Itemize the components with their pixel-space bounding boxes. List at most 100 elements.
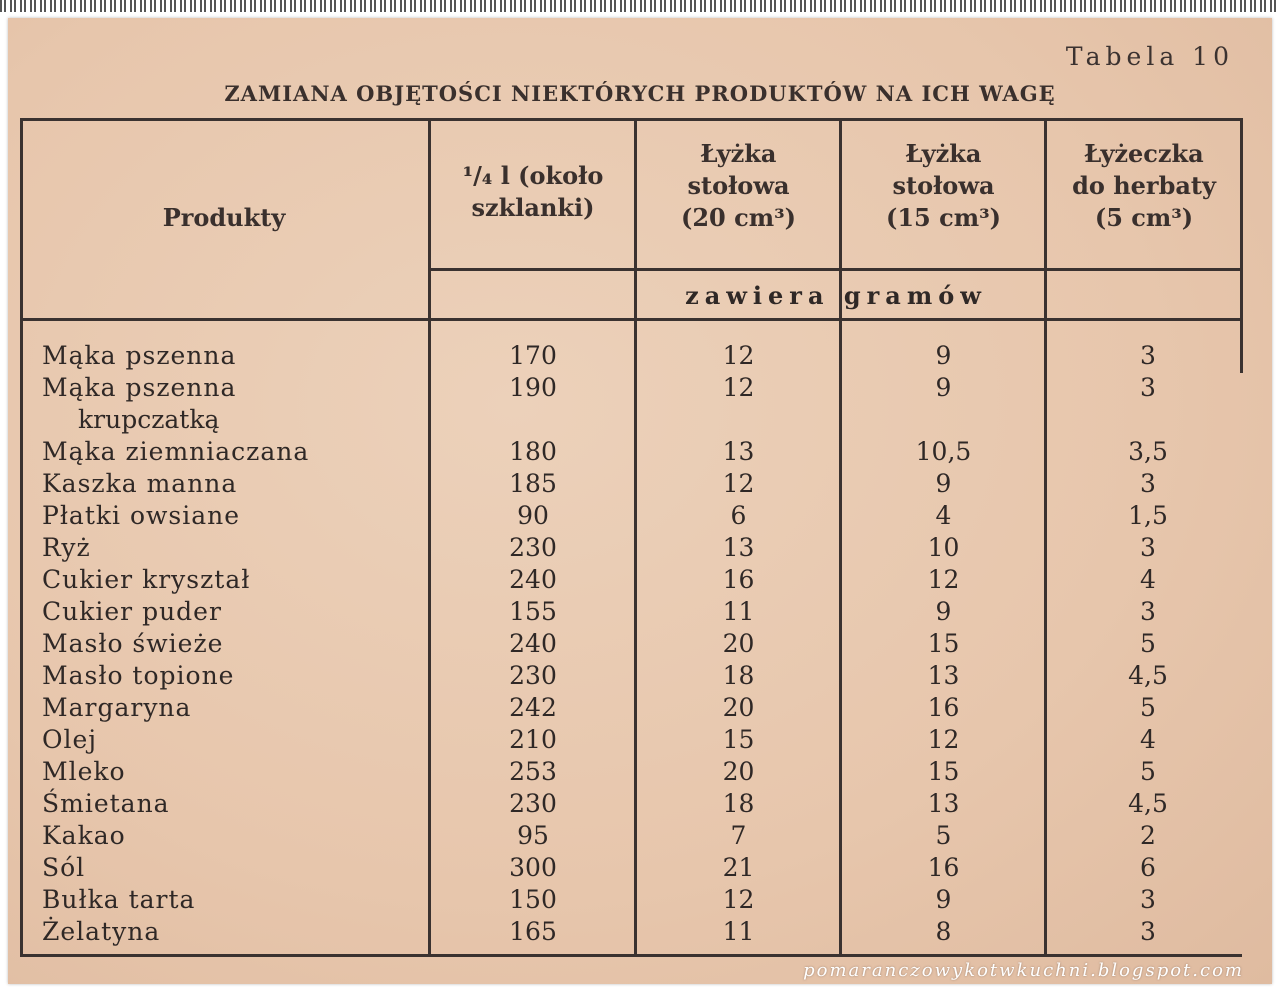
grams-value: 3 [1140,469,1156,498]
grams-value: 16 [722,565,755,594]
table-row: Mąka pszenna 170 12 9 3 [20,340,1242,372]
grams-value: 3 [1140,597,1156,626]
grams-value: 10 [927,533,960,562]
product-name: Kaszka manna [42,469,238,498]
header-quarter-liter: ¹/₄ l (około szklanki) [430,160,636,224]
grams-value: 230 [509,661,557,690]
table-row: Kakao 95 7 5 2 [20,820,1242,852]
header-line: stołowa [892,171,995,200]
table-row: Margaryna 242 20 16 5 [20,692,1242,724]
grams-value: 15 [927,757,960,786]
grams-value: 7 [730,821,747,850]
grams-value: 5 [935,821,952,850]
product-name: Margaryna [42,693,192,722]
conversion-table: Produkty ¹/₄ l (około szklanki) Łyżka st… [20,118,1243,958]
col-rule [20,118,23,957]
grams-value: 3 [1140,533,1156,562]
table-row: Śmietana 230 18 13 4,5 [20,788,1242,820]
header-bottom-rule [20,318,1242,321]
table-row: Mleko 253 20 15 5 [20,756,1242,788]
header-line: Łyżka [905,139,982,168]
table-row: Żelatyna 165 11 8 3 [20,916,1242,948]
table-row: Masło świeże 240 20 15 5 [20,628,1242,660]
header-line: do herbaty [1072,171,1216,200]
grams-value: 20 [722,629,755,658]
grams-value: 9 [935,341,952,370]
grams-value: 20 [722,757,755,786]
grams-value: 16 [927,693,960,722]
table-row: Płatki owsiane 90 6 4 1,5 [20,500,1242,532]
grams-value: 3,5 [1128,437,1168,466]
grams-value: 9 [935,885,952,914]
header-tablespoon-15: Łyżka stołowa (15 cm³) [841,138,1046,234]
grams-value: 300 [509,853,557,882]
col-rule [839,118,842,957]
header-line: (5 cm³) [1094,203,1194,232]
header-teaspoon-5: Łyżeczka do herbaty (5 cm³) [1046,138,1242,234]
product-name: Żelatyna [42,917,161,946]
col-rule [1240,118,1243,373]
grams-value: 15 [927,629,960,658]
grams-value: 12 [927,565,960,594]
grams-value: 8 [935,917,952,946]
grams-value: 3 [1140,917,1156,946]
product-name: Mąka ziemniaczana [42,437,310,466]
header-tablespoon-20: Łyżka stołowa (20 cm³) [636,138,841,234]
header-products: Produkty [162,203,286,232]
grams-value: 18 [722,789,755,818]
table-title: ZAMIANA OBJĘTOŚCI NIEKTÓRYCH PRODUKTÓW N… [224,81,1056,106]
product-name: Masło topione [42,661,235,690]
top-rule [20,118,1242,121]
grams-value: 12 [722,341,755,370]
grams-value: 16 [927,853,960,882]
product-name: Cukier kryształ [42,565,251,594]
grams-value: 180 [509,437,557,466]
grams-value: 12 [722,469,755,498]
product-name: Mąka pszenna [42,373,237,402]
grams-value: 6 [1140,853,1156,882]
grams-value: 5 [1140,693,1156,722]
table-row: Bułka tarta 150 12 9 3 [20,884,1242,916]
grams-value: 240 [509,565,557,594]
grams-value: 3 [1140,373,1156,402]
grams-value: 3 [1140,885,1156,914]
table-row: Sól 300 21 16 6 [20,852,1242,884]
bottom-rule [20,954,1242,957]
table-row: Olej 210 15 12 4 [20,724,1242,756]
product-name: Kakao [42,821,126,850]
grams-value: 12 [927,725,960,754]
product-name: Bułka tarta [42,885,196,914]
product-name: Mleko [42,757,126,786]
header-line: (15 cm³) [886,203,1001,232]
grams-value: 190 [509,373,557,402]
grams-value: 9 [935,597,952,626]
grams-value: 9 [935,469,952,498]
header-line: Łyżeczka [1084,139,1204,168]
grams-value: 13 [722,437,755,466]
grams-value: 6 [730,501,747,530]
grams-value: 4 [1140,565,1156,594]
grams-value: 1,5 [1128,501,1168,530]
header-line: szklanki) [471,193,595,222]
grams-value: 210 [509,725,557,754]
grams-value: 170 [509,341,557,370]
grams-value: 242 [509,693,557,722]
table-row: Cukier puder 155 11 9 3 [20,596,1242,628]
col-rule [634,118,637,957]
grams-value: 5 [1140,757,1156,786]
grams-value: 150 [509,885,557,914]
grams-value: 20 [722,693,755,722]
grams-value: 21 [722,853,755,882]
watermark: pomaranczowykotwkuchni.blogspot.com [803,960,1244,981]
grams-value: 5 [1140,629,1156,658]
grams-value: 15 [722,725,755,754]
header-rule [430,268,1242,271]
unit-row-grams: zawiera gramów [685,281,987,310]
grams-value: 240 [509,629,557,658]
grams-value: 4,5 [1128,661,1168,690]
header-line: ¹/₄ l (około [462,161,604,190]
grams-value: 2 [1140,821,1156,850]
col-rule [1044,118,1047,957]
spiral-binding [0,0,1280,16]
table-number: Tabela 10 [1065,42,1234,71]
